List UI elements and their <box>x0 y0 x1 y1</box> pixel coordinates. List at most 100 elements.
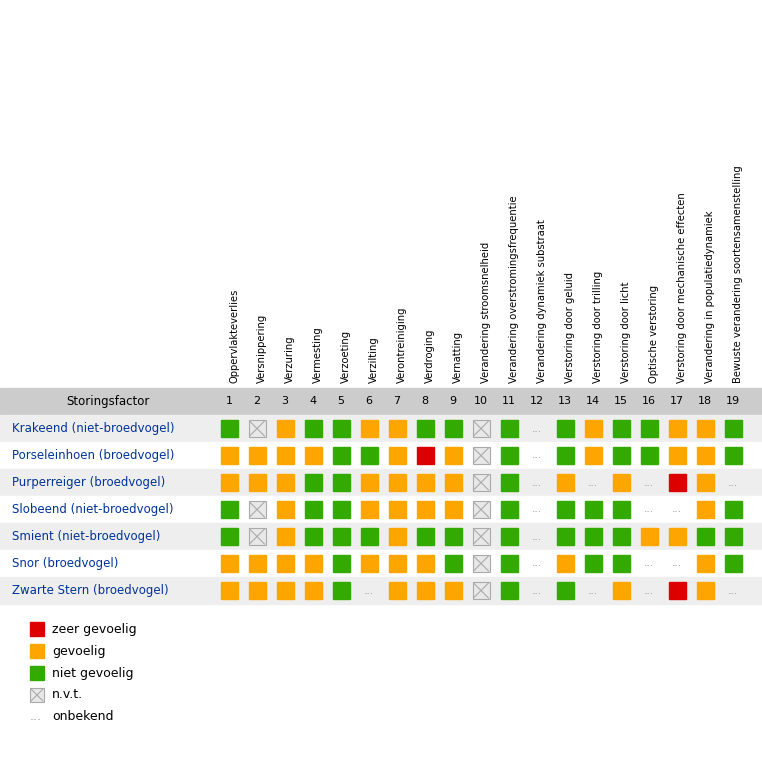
Bar <box>305 420 322 437</box>
Bar <box>0 550 762 577</box>
Bar <box>641 528 658 545</box>
Bar <box>472 555 489 572</box>
Bar <box>360 528 377 545</box>
Text: Versnippering: Versnippering <box>257 313 267 383</box>
Bar <box>444 555 462 572</box>
Text: n.v.t.: n.v.t. <box>52 689 83 702</box>
Text: 9: 9 <box>450 397 456 407</box>
Text: Krakeend (niet-broedvogel): Krakeend (niet-broedvogel) <box>12 422 174 435</box>
Bar <box>668 528 686 545</box>
Text: 4: 4 <box>309 397 316 407</box>
Bar <box>389 474 405 491</box>
Text: ...: ... <box>728 585 738 595</box>
Text: Bewuste verandering soortensamenstelling: Bewuste verandering soortensamenstelling <box>733 165 743 383</box>
Bar <box>220 528 238 545</box>
Bar <box>725 501 741 518</box>
Text: niet gevoelig: niet gevoelig <box>52 666 133 679</box>
Text: 8: 8 <box>421 397 428 407</box>
Bar <box>248 501 265 518</box>
Text: ...: ... <box>532 451 542 461</box>
Text: 11: 11 <box>502 397 516 407</box>
Text: Purperreiger (broedvogel): Purperreiger (broedvogel) <box>12 476 165 489</box>
Text: Verstoring door mechanische effecten: Verstoring door mechanische effecten <box>677 192 687 383</box>
Text: 7: 7 <box>393 397 401 407</box>
Bar <box>332 582 350 599</box>
Text: 18: 18 <box>698 397 712 407</box>
Bar <box>0 496 762 523</box>
Bar <box>556 501 574 518</box>
Bar <box>584 555 601 572</box>
Bar <box>248 582 265 599</box>
Text: Vermesting: Vermesting <box>313 327 323 383</box>
Bar <box>248 555 265 572</box>
Bar <box>305 474 322 491</box>
Text: ...: ... <box>532 585 542 595</box>
Bar <box>472 501 489 518</box>
Text: Zwarte Stern (broedvogel): Zwarte Stern (broedvogel) <box>12 584 168 597</box>
Bar <box>668 582 686 599</box>
Text: ...: ... <box>644 585 654 595</box>
Bar <box>248 447 265 464</box>
Bar <box>584 501 601 518</box>
Bar <box>641 420 658 437</box>
Bar <box>0 415 762 442</box>
Text: Storingsfactor: Storingsfactor <box>66 395 149 408</box>
Bar <box>556 528 574 545</box>
Bar <box>332 501 350 518</box>
Bar <box>613 528 629 545</box>
Bar <box>30 622 44 636</box>
Bar <box>613 501 629 518</box>
Text: ...: ... <box>30 710 42 723</box>
Bar <box>584 447 601 464</box>
Bar <box>305 528 322 545</box>
Bar <box>389 420 405 437</box>
Bar <box>305 582 322 599</box>
Text: 14: 14 <box>586 397 600 407</box>
Text: 1: 1 <box>226 397 232 407</box>
Bar <box>0 469 762 496</box>
Bar <box>444 501 462 518</box>
Text: Verontreiniging: Verontreiniging <box>397 306 407 383</box>
Bar <box>444 420 462 437</box>
Bar <box>30 666 44 680</box>
Text: ...: ... <box>532 424 542 434</box>
Text: ...: ... <box>364 585 374 595</box>
Text: 3: 3 <box>281 397 289 407</box>
Bar <box>584 528 601 545</box>
Bar <box>277 528 293 545</box>
Bar <box>696 501 713 518</box>
Bar <box>417 555 434 572</box>
Bar <box>332 528 350 545</box>
Bar <box>220 555 238 572</box>
Bar <box>444 528 462 545</box>
Text: Verzoeting: Verzoeting <box>341 330 351 383</box>
Text: Smient (niet-broedvogel): Smient (niet-broedvogel) <box>12 530 160 543</box>
Bar <box>220 474 238 491</box>
Bar <box>277 447 293 464</box>
Text: Verzilting: Verzilting <box>369 337 379 383</box>
Bar <box>472 474 489 491</box>
Text: Oppervlakteverlies: Oppervlakteverlies <box>229 289 239 383</box>
Bar <box>360 555 377 572</box>
Bar <box>613 555 629 572</box>
Text: 17: 17 <box>670 397 684 407</box>
Bar <box>696 528 713 545</box>
Bar <box>417 501 434 518</box>
Text: Verstoring door licht: Verstoring door licht <box>621 282 631 383</box>
Text: ...: ... <box>644 558 654 568</box>
Bar <box>305 447 322 464</box>
Bar <box>472 447 489 464</box>
Bar <box>584 420 601 437</box>
Bar <box>613 447 629 464</box>
Text: ...: ... <box>588 585 598 595</box>
Text: ...: ... <box>588 478 598 487</box>
Bar <box>305 555 322 572</box>
Bar <box>472 420 489 437</box>
Bar <box>725 555 741 572</box>
Bar <box>277 474 293 491</box>
Bar <box>248 528 265 545</box>
Text: Snor (broedvogel): Snor (broedvogel) <box>12 557 118 570</box>
Text: Vernatting: Vernatting <box>453 331 463 383</box>
Bar <box>30 688 44 702</box>
Bar <box>360 474 377 491</box>
